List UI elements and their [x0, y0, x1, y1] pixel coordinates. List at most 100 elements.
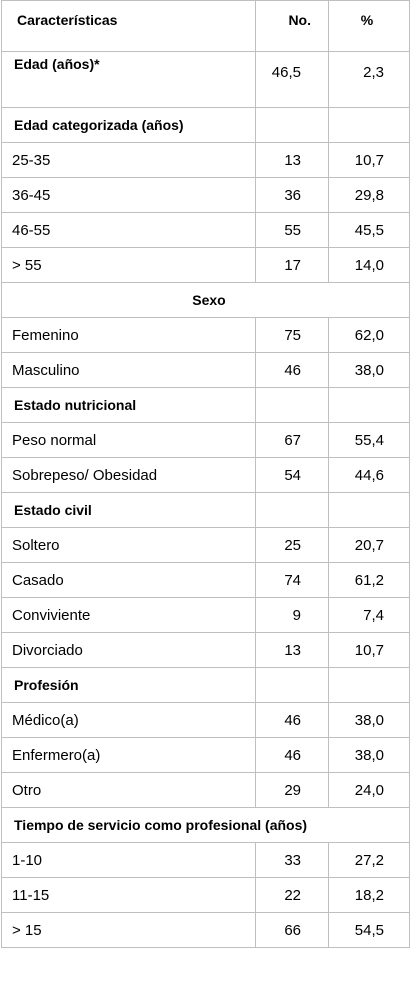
row-label: Masculino	[1, 352, 256, 388]
row-count: 17	[255, 247, 329, 283]
row-label: Conviviente	[1, 597, 256, 633]
row-count: 46	[255, 702, 329, 738]
table-row: Masculino 46 38,0	[1, 352, 410, 388]
group-label: Profesión	[1, 667, 256, 703]
group-label: Edad (años)*	[1, 51, 256, 108]
row-percent: 38,0	[328, 352, 410, 388]
row-count: 75	[255, 317, 329, 353]
row-label: > 15	[1, 912, 256, 948]
row-count: 33	[255, 842, 329, 878]
row-percent	[328, 107, 410, 143]
row-count	[255, 387, 329, 423]
row-percent: 55,4	[328, 422, 410, 458]
row-percent: 24,0	[328, 772, 410, 808]
row-percent: 29,8	[328, 177, 410, 213]
row-count: 66	[255, 912, 329, 948]
row-percent: 54,5	[328, 912, 410, 948]
row-count: 29	[255, 772, 329, 808]
table-group-row: Edad categorizada (años)	[1, 107, 410, 143]
row-count	[255, 492, 329, 528]
row-count	[255, 107, 329, 143]
group-label: Edad categorizada (años)	[1, 107, 256, 143]
table-row: Médico(a) 46 38,0	[1, 702, 410, 738]
row-percent: 27,2	[328, 842, 410, 878]
table-row: Femenino 75 62,0	[1, 317, 410, 353]
row-label: 46-55	[1, 212, 256, 248]
row-percent: 38,0	[328, 737, 410, 773]
row-percent: 45,5	[328, 212, 410, 248]
table-row: 46-55 55 45,5	[1, 212, 410, 248]
row-percent: 7,4	[328, 597, 410, 633]
row-count	[255, 667, 329, 703]
row-percent: 20,7	[328, 527, 410, 563]
group-label: Sexo	[1, 282, 410, 318]
row-label: Femenino	[1, 317, 256, 353]
row-label: 36-45	[1, 177, 256, 213]
row-label: Soltero	[1, 527, 256, 563]
table-row: Sobrepeso/ Obesidad 54 44,6	[1, 457, 410, 493]
row-percent	[328, 387, 410, 423]
row-percent: 18,2	[328, 877, 410, 913]
row-count: 25	[255, 527, 329, 563]
row-count: 46	[255, 737, 329, 773]
header-percent: %	[328, 0, 410, 52]
row-label: 11-15	[1, 877, 256, 913]
table-row: Conviviente 9 7,4	[1, 597, 410, 633]
row-label: 25-35	[1, 142, 256, 178]
row-count: 54	[255, 457, 329, 493]
group-label: Estado nutricional	[1, 387, 256, 423]
table-row: Otro 29 24,0	[1, 772, 410, 808]
row-count: 36	[255, 177, 329, 213]
row-percent: 62,0	[328, 317, 410, 353]
characteristics-table: Características No. % Edad (años)* 46,5 2,…	[1, 0, 410, 948]
header-count: No.	[255, 0, 329, 52]
table-row: > 55 17 14,0	[1, 247, 410, 283]
table-row: 1-10 33 27,2	[1, 842, 410, 878]
table-row: Divorciado 13 10,7	[1, 632, 410, 668]
row-percent: 10,7	[328, 632, 410, 668]
table-row: 11-15 22 18,2	[1, 877, 410, 913]
table-group-row: Estado nutricional	[1, 387, 410, 423]
table-row: Peso normal 67 55,4	[1, 422, 410, 458]
row-count: 13	[255, 632, 329, 668]
row-percent: 10,7	[328, 142, 410, 178]
row-label: Peso normal	[1, 422, 256, 458]
row-label: Otro	[1, 772, 256, 808]
table-row: Soltero 25 20,7	[1, 527, 410, 563]
table-group-row: Tiempo de servicio como profesional (año…	[1, 807, 410, 843]
row-count: 74	[255, 562, 329, 598]
row-count: 9	[255, 597, 329, 633]
row-count: 67	[255, 422, 329, 458]
table-header-row: Características No. %	[1, 0, 410, 52]
row-percent	[328, 667, 410, 703]
row-count: 46,5	[255, 51, 329, 108]
row-count: 46	[255, 352, 329, 388]
table-row: Casado 74 61,2	[1, 562, 410, 598]
row-percent: 14,0	[328, 247, 410, 283]
table-row: 25-35 13 10,7	[1, 142, 410, 178]
header-characteristics: Características	[1, 0, 256, 52]
row-label: Enfermero(a)	[1, 737, 256, 773]
row-percent: 38,0	[328, 702, 410, 738]
row-count: 55	[255, 212, 329, 248]
row-label: 1-10	[1, 842, 256, 878]
row-count: 22	[255, 877, 329, 913]
row-percent: 44,6	[328, 457, 410, 493]
row-percent: 2,3	[328, 51, 410, 108]
table-group-row: Estado civil	[1, 492, 410, 528]
row-percent: 61,2	[328, 562, 410, 598]
row-label: Médico(a)	[1, 702, 256, 738]
row-label: > 55	[1, 247, 256, 283]
table-row: Enfermero(a) 46 38,0	[1, 737, 410, 773]
row-percent	[328, 492, 410, 528]
characteristics-table-wrapper: Características No. % Edad (años)* 46,5 2,…	[1, 0, 410, 948]
table-group-row: Profesión	[1, 667, 410, 703]
table-row: 36-45 36 29,8	[1, 177, 410, 213]
row-label: Divorciado	[1, 632, 256, 668]
row-label: Sobrepeso/ Obesidad	[1, 457, 256, 493]
row-label: Casado	[1, 562, 256, 598]
group-label: Tiempo de servicio como profesional (año…	[1, 807, 410, 843]
table-group-row: Sexo	[1, 282, 410, 318]
table-row: > 15 66 54,5	[1, 912, 410, 948]
group-label: Estado civil	[1, 492, 256, 528]
